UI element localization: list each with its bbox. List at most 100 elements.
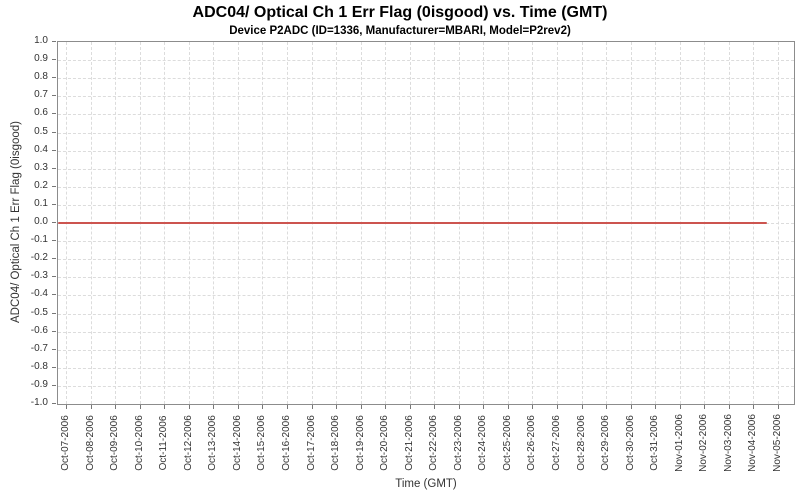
x-tick-mark xyxy=(557,405,559,409)
y-tick-mark xyxy=(52,348,56,350)
x-tick-mark xyxy=(336,405,338,409)
x-tick-label: Oct-25-2006 xyxy=(501,415,513,471)
x-tick-label: Oct-24-2006 xyxy=(477,415,489,471)
gridline-h xyxy=(58,331,794,333)
x-tick-label: Nov-04-2006 xyxy=(747,414,759,472)
y-tick-label: 0.0 xyxy=(34,216,48,227)
x-tick-label: Oct-16-2006 xyxy=(280,415,292,471)
x-tick-label: Oct-18-2006 xyxy=(330,415,342,471)
y-tick-label: 0.5 xyxy=(34,125,48,137)
gridline-h xyxy=(58,259,794,261)
y-tick-mark xyxy=(52,167,56,169)
y-tick-mark xyxy=(52,222,56,223)
x-tick-label: Nov-03-2006 xyxy=(722,414,734,472)
y-tick-label: 0.4 xyxy=(34,143,48,155)
y-tick-label: -1.0 xyxy=(30,397,48,408)
y-tick-mark xyxy=(52,203,56,205)
y-tick-mark xyxy=(52,384,56,386)
y-tick-label: -0.7 xyxy=(30,342,48,354)
x-tick-label: Oct-28-2006 xyxy=(575,415,587,471)
x-tick-label: Oct-31-2006 xyxy=(649,415,661,471)
gridline-h xyxy=(58,204,794,206)
x-tick-label: Oct-22-2006 xyxy=(428,415,440,471)
y-tick-label: -0.5 xyxy=(30,306,48,318)
gridline-h xyxy=(58,78,794,80)
y-tick-mark xyxy=(52,41,56,42)
y-tick-mark xyxy=(52,294,56,296)
y-tick-mark xyxy=(52,366,56,368)
x-tick-mark xyxy=(360,405,362,409)
y-tick-label: 0.3 xyxy=(34,161,48,173)
x-axis-label: Time (GMT) xyxy=(395,478,457,490)
x-tick-label: Oct-26-2006 xyxy=(526,415,538,471)
y-tick-label: 0.2 xyxy=(34,179,48,191)
x-tick-label: Nov-05-2006 xyxy=(772,414,783,472)
gridline-h xyxy=(58,186,794,188)
gridline-h xyxy=(58,349,794,351)
x-tick-label: Nov-01-2006 xyxy=(673,414,685,472)
x-tick-mark xyxy=(213,405,215,409)
x-tick-mark xyxy=(581,405,583,409)
x-tick-label: Oct-10-2006 xyxy=(133,415,145,471)
x-tick-mark xyxy=(286,405,288,409)
chart-title: ADC04/ Optical Ch 1 Err Flag (0isgood) v… xyxy=(192,4,608,21)
y-tick-label: -0.9 xyxy=(30,378,48,390)
gridline-h xyxy=(58,96,794,98)
y-tick-mark xyxy=(52,312,56,314)
y-tick-mark xyxy=(52,95,56,97)
y-tick-label: 0.7 xyxy=(34,89,48,101)
x-tick-mark xyxy=(188,405,190,409)
gridline-h xyxy=(58,60,794,62)
x-tick-mark xyxy=(385,405,387,409)
y-tick-label: 0.8 xyxy=(34,71,48,83)
x-tick-label: Oct-21-2006 xyxy=(403,415,415,471)
gridline-h xyxy=(58,114,794,116)
gridline-h xyxy=(58,168,794,170)
y-tick-mark xyxy=(52,258,56,260)
x-tick-mark xyxy=(66,405,67,409)
x-tick-label: Oct-23-2006 xyxy=(452,415,464,471)
x-tick-label: Oct-17-2006 xyxy=(305,415,317,471)
x-tick-mark xyxy=(704,405,706,409)
y-tick-label: -0.1 xyxy=(30,234,48,246)
x-tick-mark xyxy=(434,405,436,409)
x-tick-mark xyxy=(458,405,460,409)
x-tick-label: Oct-29-2006 xyxy=(600,415,612,471)
y-tick-label: -0.8 xyxy=(30,360,48,372)
x-tick-label: Oct-09-2006 xyxy=(109,415,121,471)
x-tick-label: Oct-11-2006 xyxy=(158,415,170,471)
x-tick-mark xyxy=(311,405,313,409)
y-tick-label: -0.2 xyxy=(30,252,48,264)
x-tick-mark xyxy=(753,405,755,409)
x-tick-mark xyxy=(630,405,632,409)
x-tick-mark xyxy=(655,405,657,409)
x-tick-mark xyxy=(115,405,117,409)
y-tick-mark xyxy=(52,185,56,187)
x-tick-label: Oct-07-2006 xyxy=(60,415,71,471)
y-tick-label: 0.1 xyxy=(34,197,48,209)
x-tick-label: Oct-30-2006 xyxy=(624,415,636,471)
x-tick-label: Oct-20-2006 xyxy=(379,415,391,471)
gridline-h xyxy=(58,385,794,387)
x-tick-mark xyxy=(606,405,608,409)
x-tick-label: Oct-19-2006 xyxy=(354,415,366,471)
gridline-h xyxy=(58,150,794,152)
y-tick-mark xyxy=(52,403,56,404)
y-tick-mark xyxy=(52,330,56,332)
gridline-h xyxy=(58,132,794,134)
y-tick-label: 0.6 xyxy=(34,107,48,119)
y-tick-mark xyxy=(52,77,56,79)
x-tick-label: Oct-27-2006 xyxy=(551,415,563,471)
y-tick-label: -0.3 xyxy=(30,270,48,282)
y-axis-label: ADC04/ Optical Ch 1 Err Flag (0isgood) xyxy=(10,121,22,323)
plot-area xyxy=(57,41,795,405)
chart-subtitle: Device P2ADC (ID=1336, Manufacturer=MBAR… xyxy=(229,25,571,37)
x-tick-label: Nov-02-2006 xyxy=(698,414,710,472)
y-tick-mark xyxy=(52,149,56,151)
y-tick-label: 1.0 xyxy=(34,35,48,46)
x-tick-mark xyxy=(728,405,730,409)
x-tick-mark xyxy=(139,405,141,409)
gridline-v xyxy=(778,42,779,404)
y-tick-mark xyxy=(52,113,56,115)
